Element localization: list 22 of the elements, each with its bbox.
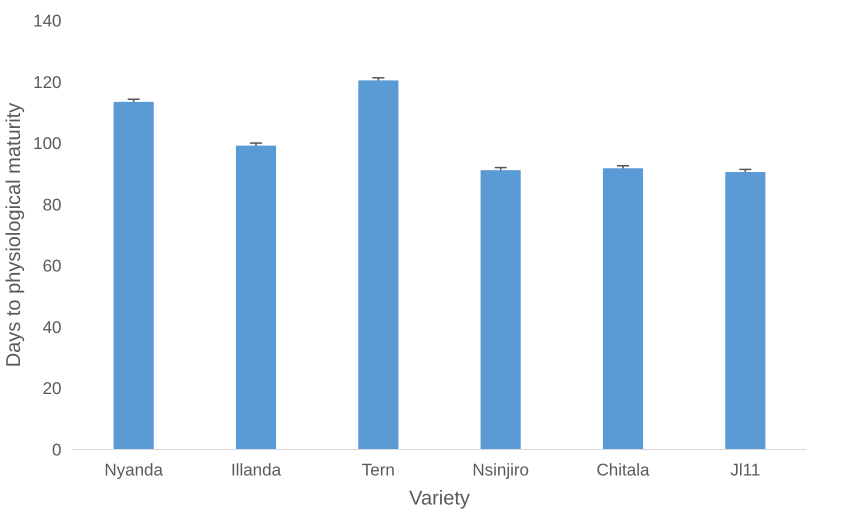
bar [725, 172, 766, 450]
bar [114, 102, 154, 450]
bar [236, 146, 276, 450]
x-tick-label: Nsinjiro [472, 460, 530, 480]
y-tick-label: 140 [33, 12, 62, 30]
x-tick-label: Nyanda [104, 460, 164, 480]
y-tick-label: 100 [33, 134, 62, 154]
bar [602, 168, 644, 450]
x-tick-label: Illanda [230, 460, 282, 480]
y-tick-label: 40 [42, 318, 62, 337]
bar [480, 170, 521, 450]
x-tick-label: Jl11 [730, 460, 760, 480]
y-tick-label: 120 [33, 72, 62, 92]
x-tick-label: Tern [362, 460, 395, 480]
x-tick-label: Chitala [596, 460, 650, 480]
y-tick-label: 20 [42, 379, 62, 398]
bar [358, 80, 398, 450]
x-axis-title: Variety [409, 488, 470, 510]
y-tick-label: 60 [42, 256, 62, 276]
y-tick-label: 80 [42, 195, 62, 214]
y-axis-title: Days to physiological maturity [3, 102, 26, 368]
y-tick-label: 0 [52, 440, 62, 460]
